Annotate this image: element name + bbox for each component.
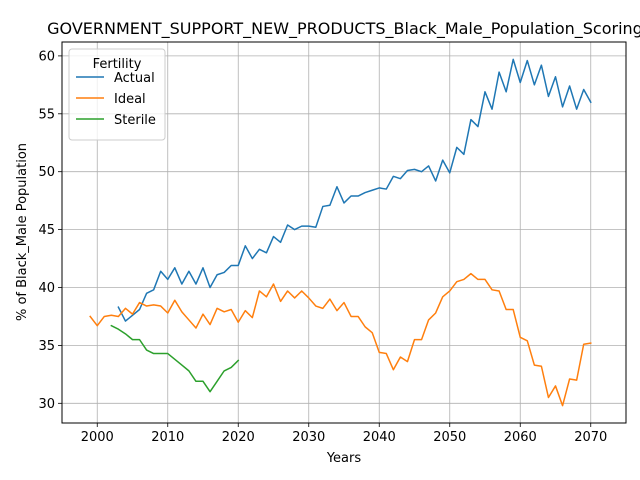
- y-tick-label: 60: [38, 49, 55, 64]
- x-tick-label: 2020: [222, 430, 255, 445]
- legend-label-actual: Actual: [114, 71, 155, 86]
- x-tick-label: 2070: [574, 430, 607, 445]
- x-tick-label: 2000: [81, 430, 114, 445]
- series-lines: [89, 58, 592, 407]
- y-tick-label: 30: [38, 397, 55, 412]
- y-tick-label: 35: [38, 339, 55, 354]
- x-tick-label: 2010: [151, 430, 184, 445]
- y-tick-label: 45: [38, 223, 55, 238]
- y-tick-label: 50: [38, 165, 55, 180]
- chart-title: GOVERNMENT_SUPPORT_NEW_PRODUCTS_Black_Ma…: [47, 19, 640, 39]
- legend-title: Fertility: [93, 57, 142, 72]
- series-line-actual: [117, 58, 592, 322]
- legend-label-ideal: Ideal: [114, 92, 146, 107]
- legend-box: [68, 48, 166, 141]
- legend: Fertility Actual Ideal Sterile: [68, 48, 166, 141]
- x-tick-label: 2040: [363, 430, 396, 445]
- y-axis-title: % of Black_Male Population: [15, 143, 30, 321]
- y-tick-label: 40: [38, 281, 55, 296]
- y-tick-label: 55: [38, 107, 55, 122]
- legend-label-sterile: Sterile: [114, 113, 156, 128]
- x-tick-label: 2050: [433, 430, 466, 445]
- series-line-ideal: [89, 272, 592, 407]
- grid: [62, 42, 626, 423]
- axis-ticks: 2000 2010 2020 2030 2040 2050 2060 2070 30 35 40 45…: [38, 49, 607, 445]
- series-line-sterile: [110, 324, 240, 393]
- legend-items: Actual Ideal Sterile: [76, 71, 156, 128]
- plot-area-frame: [61, 41, 627, 424]
- x-tick-label: 2060: [504, 430, 537, 445]
- x-axis-title: Years: [326, 451, 362, 466]
- x-tick-label: 2030: [292, 430, 325, 445]
